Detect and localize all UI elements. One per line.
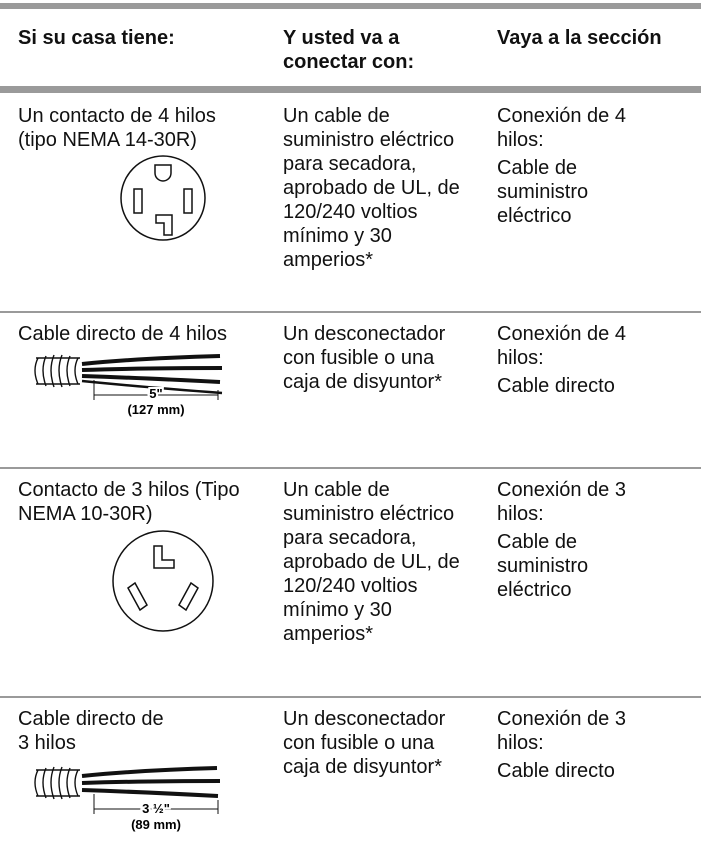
outlet-3-wire (112, 530, 214, 632)
section: Conexión de 3 hilos: (497, 708, 626, 754)
section: Conexión de 4 hilos: (497, 105, 626, 151)
cable-4-wire: 5" (127 mm) (34, 354, 223, 417)
connect: Un cable de suministro eléctrico para se… (283, 105, 460, 271)
section: Cable de suministro eléctrico (497, 531, 589, 601)
outlet-4-wire (120, 155, 206, 241)
header: Vaya a la sección (497, 27, 662, 49)
section: Conexión de 4 hilos: (497, 323, 626, 369)
section: Conexión de 3 hilos: (497, 479, 626, 525)
row-rule (0, 311, 701, 313)
dimension: 5" (149, 386, 162, 401)
supply: Cable directo de 3 hilos (18, 708, 164, 754)
connect: Un cable de suministro eléctrico para se… (283, 479, 460, 645)
section: Cable de suministro eléctrico (497, 157, 589, 227)
supply: Contacto de 3 hilos (Tipo NEMA 10-30R) (18, 479, 240, 525)
section: Cable directo (497, 375, 615, 397)
supply: Cable directo de 4 hilos (18, 323, 228, 345)
dimension: (127 mm) (127, 402, 184, 417)
cable-3-wire: 3 ½" (89 mm) (34, 766, 221, 832)
supply: Un contacto de 4 hilos (tipo NEMA 14-30R… (18, 105, 216, 151)
dimension: 3 ½" (142, 801, 170, 816)
header: Y usted va a conectar con: (283, 27, 415, 73)
row-rule (0, 696, 701, 698)
section: Cable directo (497, 760, 615, 782)
header-rule (0, 86, 701, 93)
connect: Un desconectador con fusible o una caja … (283, 708, 446, 778)
dimension: (89 mm) (131, 817, 181, 832)
header: Si su casa tiene: (18, 27, 175, 49)
row-rule (0, 467, 701, 469)
top-rule (0, 3, 701, 9)
connect: Un desconectador con fusible o una caja … (283, 323, 446, 393)
